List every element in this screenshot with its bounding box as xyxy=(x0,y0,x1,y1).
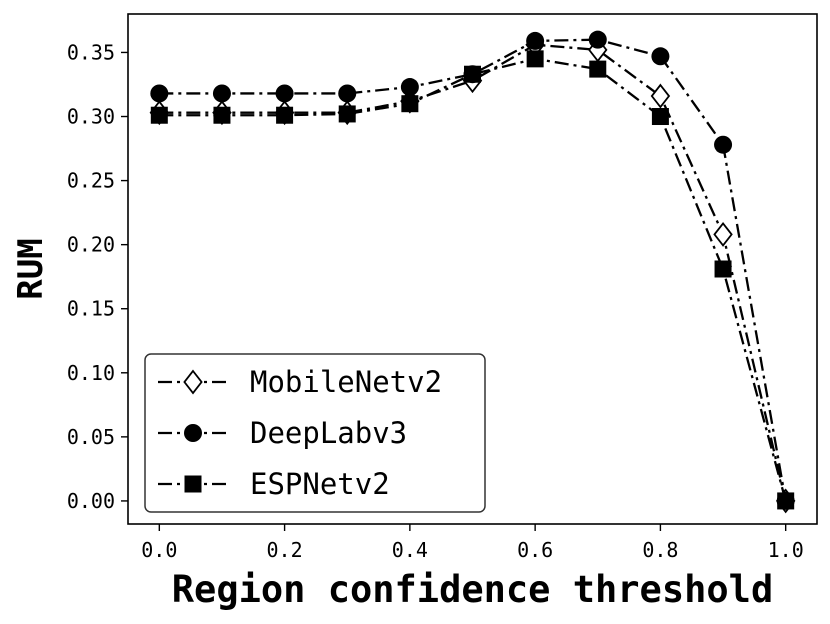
y-tick-label: 0.05 xyxy=(67,425,115,449)
data-point xyxy=(526,31,545,50)
axes-layer: 0.0 0.2 0.4 0.6 0.8 1.0 0.00 0.05 0.10 0.15 0.20 0.… xyxy=(67,40,804,562)
data-point xyxy=(651,108,669,126)
data-point xyxy=(401,95,419,113)
y-tick-label: 0.35 xyxy=(67,40,115,64)
legend-item-mobilenetv2: MobileNetv2 xyxy=(158,365,442,399)
data-point xyxy=(588,30,607,49)
legend-marker xyxy=(183,369,203,395)
data-point xyxy=(276,106,294,124)
legend-item-espnetv2: ESPNetv2 xyxy=(158,467,390,501)
y-tick-label: 0.20 xyxy=(67,233,115,257)
data-point xyxy=(777,492,795,510)
x-tick-label: 0.2 xyxy=(267,538,303,562)
data-point xyxy=(464,65,481,83)
data-point xyxy=(150,106,168,124)
x-tick-label: 0.8 xyxy=(642,538,678,562)
data-point xyxy=(713,221,733,247)
legend-marker xyxy=(184,475,202,493)
legend-item-deeplabv3: DeepLabv3 xyxy=(158,416,407,450)
data-point xyxy=(526,50,544,68)
y-tick-label: 0.00 xyxy=(67,489,115,513)
data-point xyxy=(338,105,356,123)
legend-marker xyxy=(184,424,202,442)
data-point xyxy=(714,135,733,154)
x-tick-label: 0.6 xyxy=(517,538,553,562)
legend: MobileNetv2 DeepLabv3 ESPNetv2 xyxy=(144,353,486,513)
data-point xyxy=(714,260,732,278)
data-point xyxy=(212,84,231,103)
y-tick-label: 0.15 xyxy=(67,297,115,321)
x-axis-label: Region confidence threshold xyxy=(172,568,773,611)
series-layer xyxy=(149,30,796,514)
data-point xyxy=(150,84,169,103)
data-point xyxy=(275,84,294,103)
data-point xyxy=(650,83,671,109)
series-line xyxy=(159,38,787,502)
data-point xyxy=(400,78,419,97)
data-point xyxy=(589,60,607,78)
data-point xyxy=(213,106,231,124)
legend-label: ESPNetv2 xyxy=(250,467,390,501)
legend-label: MobileNetv2 xyxy=(250,365,442,399)
y-tick-label: 0.10 xyxy=(67,361,115,385)
x-tick-label: 1.0 xyxy=(768,538,804,562)
y-axis-label: RUM xyxy=(11,238,51,299)
x-tick-label: 0.4 xyxy=(392,538,428,562)
legend-box xyxy=(144,353,486,513)
series-deeplabv3 xyxy=(150,30,795,510)
y-tick-label: 0.30 xyxy=(67,105,115,129)
plot-frame xyxy=(127,13,818,525)
legend-label: DeepLabv3 xyxy=(250,416,407,450)
x-tick-label: 0.0 xyxy=(141,538,177,562)
data-point xyxy=(651,47,670,66)
y-tick-label: 0.25 xyxy=(67,169,115,193)
series-espnetv2 xyxy=(150,50,795,510)
data-point xyxy=(338,84,357,103)
